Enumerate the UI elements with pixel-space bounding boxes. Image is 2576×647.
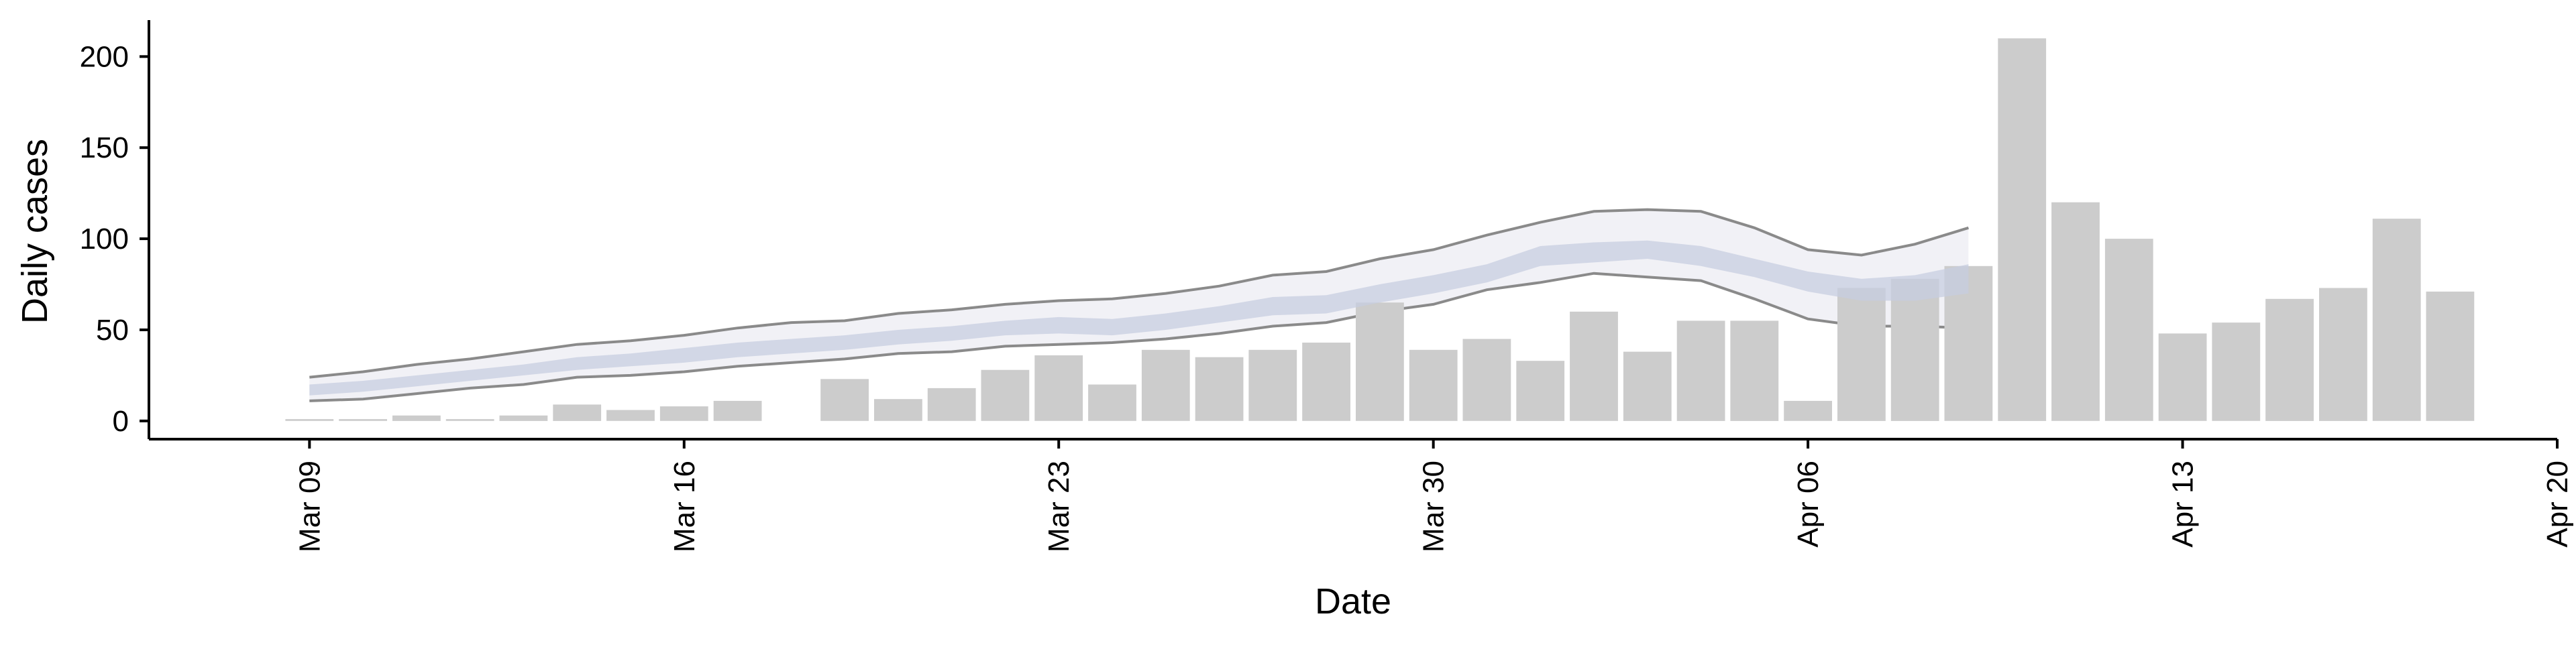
bar (339, 419, 387, 421)
bar (2104, 239, 2153, 421)
outer-band-lower-line (309, 272, 1969, 402)
x-tick-label: Mar 23 (1042, 461, 1075, 552)
outer-band-upper-line (309, 208, 1969, 379)
bar (1730, 320, 1779, 421)
bar (1034, 355, 1083, 421)
inner-band-area (309, 240, 1969, 396)
bar (1462, 339, 1511, 421)
bar (2319, 288, 2367, 421)
inner-interval-band (309, 240, 1969, 396)
bar (1998, 38, 2047, 421)
bar (2372, 219, 2421, 421)
bar (2426, 291, 2475, 421)
x-tick-label: Apr 20 (2541, 461, 2574, 548)
bar (659, 406, 708, 421)
bar (1623, 351, 1672, 421)
bar (1516, 361, 1565, 421)
bar (1141, 349, 1190, 421)
bar (2265, 298, 2314, 421)
bar (1570, 311, 1618, 421)
x-tick-label: Apr 06 (1792, 461, 1825, 548)
x-tick-label: Apr 13 (2167, 461, 2200, 548)
bar (1302, 343, 1350, 421)
y-tick-label: 200 (80, 40, 129, 73)
x-tick-label: Mar 16 (668, 461, 701, 552)
bar (499, 415, 548, 421)
bar (2212, 322, 2261, 421)
y-tick-label: 150 (80, 131, 129, 164)
bar (445, 419, 494, 421)
bar (285, 419, 334, 421)
bar-series (285, 38, 2475, 421)
x-tick-label: Mar 30 (1417, 461, 1450, 552)
x-tick-label: Mar 09 (293, 461, 326, 552)
bar (2051, 202, 2100, 421)
y-tick-label: 0 (113, 405, 129, 438)
bar (1356, 302, 1404, 421)
bar (874, 399, 922, 421)
bar (820, 379, 869, 421)
y-axis-title: Daily cases (15, 139, 55, 324)
bar (1248, 349, 1297, 421)
bar (1409, 349, 1458, 421)
bar (1088, 384, 1136, 421)
bar (981, 369, 1030, 421)
x-axis-title: Date (1315, 581, 1391, 622)
bar (927, 388, 976, 421)
bar (1890, 278, 1939, 421)
bar (2158, 333, 2207, 421)
bar (1784, 400, 1832, 421)
bar (553, 404, 602, 421)
bar (1195, 357, 1244, 421)
bar (713, 400, 762, 421)
bar (1837, 288, 1886, 421)
y-tick-label: 100 (80, 223, 129, 255)
bar (392, 415, 441, 421)
axes: 0 50 100 150 200 Mar 09 Mar 16 Mar 23 Mar 30 Apr … (80, 20, 2574, 552)
bar (1676, 320, 1725, 421)
bar (606, 410, 655, 421)
y-tick-label: 50 (96, 314, 129, 347)
